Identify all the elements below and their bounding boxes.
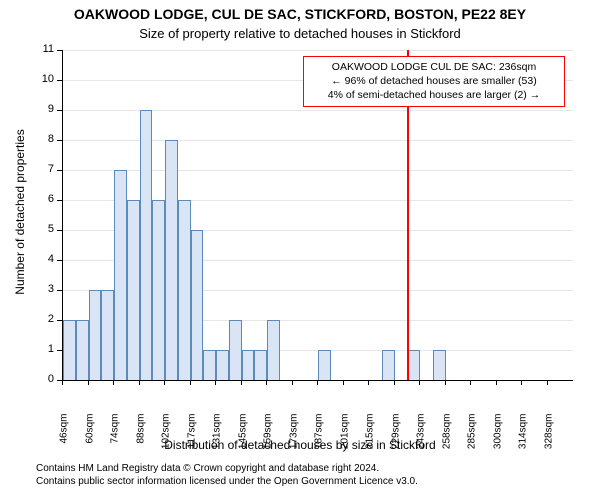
x-tick-mark — [394, 380, 395, 385]
x-tick-mark — [215, 380, 216, 385]
histogram-bar — [229, 320, 242, 380]
annotation-line: OAKWOOD LODGE CUL DE SAC: 236sqm — [310, 60, 558, 74]
histogram-bar — [318, 350, 331, 380]
histogram-bar — [127, 200, 140, 380]
property-annotation: OAKWOOD LODGE CUL DE SAC: 236sqm← 96% of… — [303, 56, 565, 107]
y-tick-mark — [57, 50, 62, 51]
y-tick-label: 2 — [32, 313, 54, 325]
footer-line1: Contains HM Land Registry data © Crown c… — [36, 462, 418, 475]
chart-title-line2: Size of property relative to detached ho… — [0, 26, 600, 41]
x-tick-mark — [241, 380, 242, 385]
y-tick-label: 1 — [32, 343, 54, 355]
grid-line — [63, 50, 573, 51]
x-tick-mark — [139, 380, 140, 385]
histogram-bar — [63, 320, 76, 380]
x-tick-label: 173sqm — [288, 414, 299, 464]
x-tick-label: 159sqm — [263, 414, 274, 464]
y-tick-label: 9 — [32, 103, 54, 115]
histogram-bar — [101, 290, 114, 380]
x-tick-label: 145sqm — [237, 414, 248, 464]
annotation-line: 4% of semi-detached houses are larger (2… — [310, 88, 558, 102]
y-tick-mark — [57, 170, 62, 171]
x-tick-label: 229sqm — [390, 414, 401, 464]
y-tick-label: 7 — [32, 163, 54, 175]
y-tick-label: 0 — [32, 373, 54, 385]
x-tick-label: 285sqm — [467, 414, 478, 464]
y-tick-label: 6 — [32, 193, 54, 205]
x-tick-mark — [88, 380, 89, 385]
y-tick-label: 5 — [32, 223, 54, 235]
x-tick-mark — [317, 380, 318, 385]
x-tick-label: 74sqm — [110, 414, 121, 464]
histogram-bar — [203, 350, 216, 380]
x-tick-mark — [521, 380, 522, 385]
x-tick-label: 88sqm — [135, 414, 146, 464]
y-tick-mark — [57, 110, 62, 111]
x-tick-label: 215sqm — [365, 414, 376, 464]
histogram-bar — [165, 140, 178, 380]
y-tick-mark — [57, 260, 62, 261]
x-tick-label: 117sqm — [186, 414, 197, 464]
histogram-bar — [114, 170, 127, 380]
chart-title-line1: OAKWOOD LODGE, CUL DE SAC, STICKFORD, BO… — [0, 6, 600, 22]
x-tick-label: 201sqm — [339, 414, 350, 464]
histogram-bar — [267, 320, 280, 380]
histogram-bar — [76, 320, 89, 380]
x-tick-mark — [419, 380, 420, 385]
y-tick-label: 8 — [32, 133, 54, 145]
histogram-bar — [140, 110, 153, 380]
histogram-bar — [254, 350, 267, 380]
y-tick-label: 4 — [32, 253, 54, 265]
histogram-bar — [382, 350, 395, 380]
x-tick-mark — [470, 380, 471, 385]
x-tick-label: 60sqm — [84, 414, 95, 464]
y-tick-label: 3 — [32, 283, 54, 295]
histogram-bar — [152, 200, 165, 380]
x-tick-label: 300sqm — [492, 414, 503, 464]
y-axis-label: Number of detached properties — [13, 62, 27, 362]
x-tick-label: 314sqm — [518, 414, 529, 464]
x-tick-label: 258sqm — [441, 414, 452, 464]
y-tick-label: 11 — [32, 43, 54, 55]
x-tick-label: 46sqm — [59, 414, 70, 464]
x-tick-mark — [368, 380, 369, 385]
x-tick-mark — [292, 380, 293, 385]
histogram-bar — [242, 350, 255, 380]
histogram-bar — [191, 230, 204, 380]
y-tick-mark — [57, 200, 62, 201]
y-tick-mark — [57, 230, 62, 231]
x-tick-mark — [496, 380, 497, 385]
x-tick-mark — [547, 380, 548, 385]
y-tick-label: 10 — [32, 73, 54, 85]
histogram-bar — [178, 200, 191, 380]
x-tick-mark — [164, 380, 165, 385]
y-tick-mark — [57, 350, 62, 351]
x-tick-label: 131sqm — [212, 414, 223, 464]
histogram-bar — [433, 350, 446, 380]
footer-line2: Contains public sector information licen… — [36, 475, 418, 488]
x-tick-label: 243sqm — [416, 414, 427, 464]
x-tick-label: 187sqm — [314, 414, 325, 464]
footer-attribution: Contains HM Land Registry data © Crown c… — [36, 462, 418, 488]
y-tick-mark — [57, 80, 62, 81]
y-tick-mark — [57, 290, 62, 291]
histogram-bar — [89, 290, 102, 380]
x-tick-mark — [343, 380, 344, 385]
x-tick-mark — [190, 380, 191, 385]
x-tick-label: 328sqm — [543, 414, 554, 464]
x-tick-label: 102sqm — [161, 414, 172, 464]
x-tick-mark — [266, 380, 267, 385]
x-tick-mark — [445, 380, 446, 385]
x-tick-mark — [62, 380, 63, 385]
annotation-line: ← 96% of detached houses are smaller (53… — [310, 74, 558, 88]
y-tick-mark — [57, 320, 62, 321]
histogram-plot: OAKWOOD LODGE CUL DE SAC: 236sqm← 96% of… — [62, 50, 573, 381]
histogram-bar — [216, 350, 229, 380]
x-tick-mark — [113, 380, 114, 385]
y-tick-mark — [57, 140, 62, 141]
